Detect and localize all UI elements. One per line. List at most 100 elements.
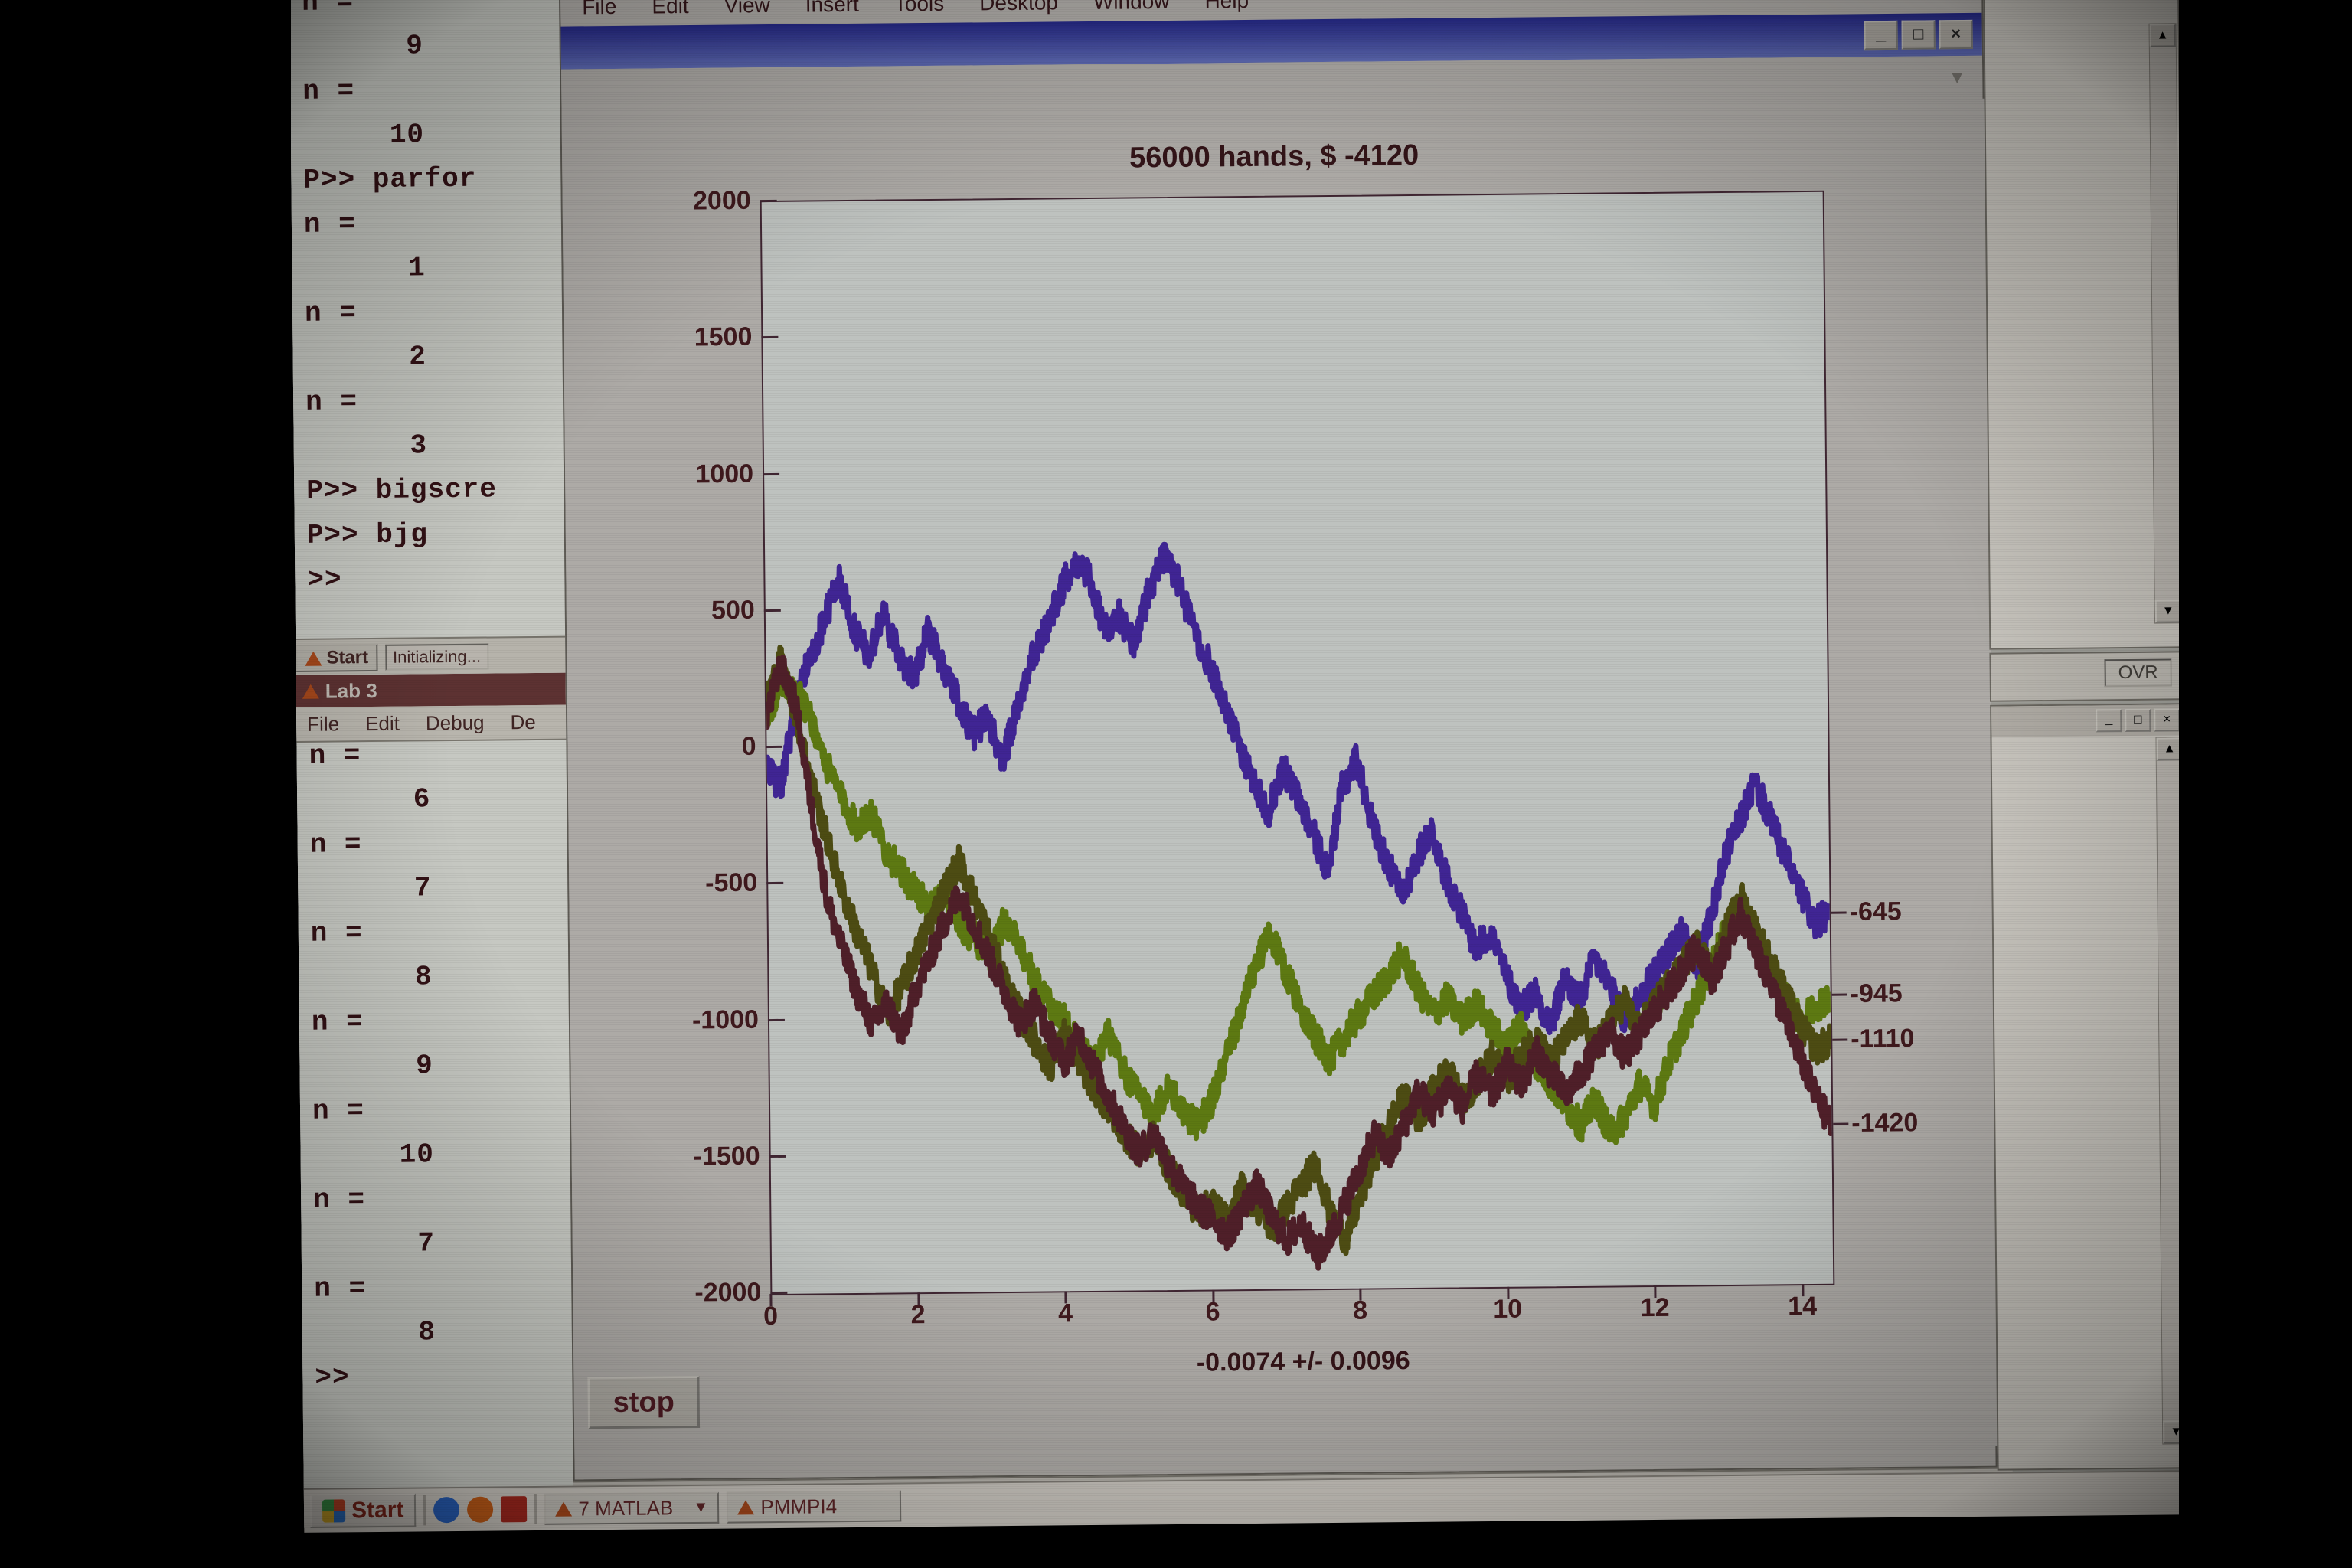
stop-button[interactable]: stop	[587, 1375, 701, 1429]
internet-explorer-icon[interactable]	[433, 1496, 460, 1524]
chart-ytick-mark	[769, 1155, 786, 1158]
matlab-logo-icon	[305, 651, 322, 666]
windows-start-label: Start	[351, 1497, 404, 1524]
menu-item-de[interactable]: De	[510, 710, 536, 733]
command-window-output-bottom: n = 6 n = 7 n = 8 n = 9 n = 10 n = 7 n = 8 >>	[296, 740, 572, 1409]
chart-ytick-label: 2000	[692, 185, 751, 216]
taskbar-item-label: 7 MATLAB	[578, 1495, 674, 1520]
command-line: n =	[314, 1272, 367, 1305]
command-line: 3	[305, 430, 428, 462]
dark-border-left	[0, 0, 291, 1568]
left-command-column: n = 9 n = 10 P>> parfor n = 1 n = 2 n = 3 P>> …	[289, 0, 574, 1528]
command-line: 7	[310, 872, 432, 905]
chevron-down-icon[interactable]	[1952, 73, 1962, 83]
mini-startbar: Start Initializing...	[296, 635, 566, 677]
command-line: 2	[305, 341, 427, 374]
chart-xlabel: -0.0074 +/- 0.0096	[1196, 1346, 1410, 1377]
chart-ytick-label: -1000	[691, 1004, 760, 1035]
maximize-button[interactable]: □	[2125, 708, 2151, 733]
matlab-logo-icon	[555, 1501, 573, 1517]
matlab-logo-icon	[737, 1499, 755, 1514]
chart-xtick-mark	[1654, 1285, 1657, 1298]
scroll-up-arrow[interactable]: ▲	[2149, 24, 2176, 47]
command-line: 7	[313, 1227, 436, 1260]
chart-right-annotation: -1110	[1851, 1023, 1915, 1054]
command-line: 8	[311, 961, 433, 994]
chart-ytick-label: 1000	[695, 459, 754, 488]
command-line: 10	[302, 119, 425, 152]
command-line: >>	[315, 1361, 350, 1393]
menu-item-view[interactable]: View	[724, 0, 770, 18]
chart-right-annotation: -1420	[1851, 1108, 1919, 1138]
chart-axes	[760, 190, 1835, 1296]
command-line: 9	[312, 1050, 433, 1083]
minimize-button[interactable]: _	[1864, 20, 1898, 51]
windows-start-button[interactable]: Start	[309, 1493, 416, 1528]
background-window-upper[interactable]: ▲ ▼	[1983, 0, 2186, 650]
taskbar-item-matlab[interactable]: 7 MATLAB ▼	[544, 1491, 720, 1525]
command-line: n =	[309, 740, 361, 772]
menu-item-desktop[interactable]: Desktop	[979, 0, 1059, 15]
background-lower-titlebar[interactable]: _ □ ×	[1991, 704, 2185, 737]
chart-series-svg	[763, 541, 1834, 1271]
mini-task-initializing[interactable]: Initializing...	[384, 643, 489, 671]
chart-series-line	[763, 665, 1834, 1145]
command-line: n =	[312, 1095, 365, 1127]
close-button[interactable]: ×	[2154, 708, 2180, 732]
app-icon[interactable]	[501, 1496, 528, 1523]
taskbar-item-pmmpi4[interactable]: PMMPI4	[727, 1489, 902, 1524]
scrollbar-vertical[interactable]: ▲ ▼	[2148, 23, 2183, 624]
command-line: P>> bigscre	[306, 473, 498, 507]
lab3-titlebar: Lab 3	[296, 672, 566, 707]
chart-ytick-label: -500	[704, 867, 758, 898]
minimize-button[interactable]: _	[2096, 709, 2122, 733]
chart-ytick-mark	[765, 745, 782, 749]
menu-item-file[interactable]: File	[307, 711, 340, 736]
matlab-figure-window[interactable]: File Edit View Insert Tools Desktop Wind…	[558, 0, 1999, 1481]
chart-xtick-mark	[769, 1294, 773, 1307]
command-line: 9	[302, 30, 424, 63]
projector-screen: n = 9 n = 10 P>> parfor n = 1 n = 2 n = 3 P>> …	[289, 0, 2202, 1533]
chart-ytick-label: 500	[710, 595, 755, 625]
media-player-icon[interactable]	[467, 1496, 494, 1523]
mini-start-label: Start	[326, 647, 369, 668]
lab3-window[interactable]: Lab 3 File Edit Debug De n = 6 n = 7 n = 8…	[296, 672, 573, 1488]
command-line: n =	[302, 75, 355, 107]
matlab-logo-icon	[302, 684, 319, 699]
chart-title: 56000 hands, $ -4120	[1129, 139, 1419, 175]
close-button[interactable]: ×	[1939, 19, 1973, 50]
chart-xtick-mark	[1064, 1291, 1067, 1304]
maximize-button[interactable]: □	[1901, 20, 1936, 50]
matlab-command-window-top[interactable]: n = 9 n = 10 P>> parfor n = 1 n = 2 n = 3 P>> …	[289, 0, 566, 639]
chart-xtick-mark	[916, 1292, 920, 1305]
menu-item-debug[interactable]: Debug	[425, 710, 485, 734]
background-windows-column: ▲ ▼ _ □ × ▲ ▼ OVR	[1983, 0, 2195, 1512]
dark-border-right	[2179, 0, 2352, 1568]
menu-item-tools[interactable]: Tools	[893, 0, 945, 16]
chart-xtick-mark	[1506, 1286, 1509, 1299]
chart-ytick-mark	[767, 1018, 785, 1021]
chart-ytick-mark	[770, 1291, 788, 1295]
chart-xtick-mark	[1211, 1289, 1215, 1302]
mini-start-button[interactable]: Start	[296, 643, 378, 672]
menu-item-help[interactable]: Help	[1204, 0, 1250, 13]
chevron-down-icon[interactable]: ▼	[693, 1498, 709, 1516]
command-line: n =	[311, 1006, 364, 1038]
chart-xtick-mark	[1801, 1284, 1804, 1297]
chart-right-annotation: -645	[1849, 897, 1902, 926]
menu-item-edit[interactable]: Edit	[652, 0, 689, 18]
chart-ytick-mark	[760, 199, 777, 203]
command-line: P>> bjg	[306, 518, 429, 551]
chart-ytick-mark	[763, 472, 780, 475]
command-line: n =	[305, 386, 358, 418]
scroll-down-arrow[interactable]: ▼	[2154, 599, 2182, 623]
background-window-lower[interactable]: _ □ × ▲ ▼	[1990, 703, 2194, 1471]
menu-item-insert[interactable]: Insert	[805, 0, 859, 17]
menu-item-file[interactable]: File	[582, 0, 617, 19]
menu-item-window[interactable]: Window	[1093, 0, 1170, 14]
menu-item-edit[interactable]: Edit	[364, 711, 400, 735]
command-line: n =	[301, 0, 354, 18]
chart-xtick-mark	[1359, 1288, 1362, 1301]
chart-ytick-label: -1500	[693, 1141, 760, 1171]
